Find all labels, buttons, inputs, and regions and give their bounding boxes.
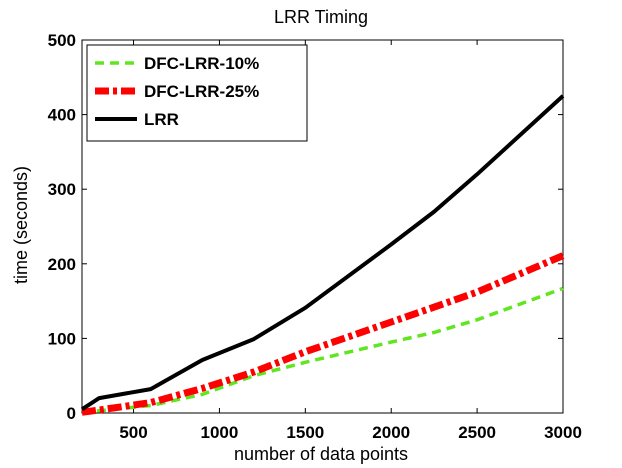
chart-title: LRR Timing <box>274 7 368 27</box>
x-tick-label: 1000 <box>201 423 239 442</box>
series-line-2 <box>81 252 565 416</box>
plot-frame <box>81 39 564 414</box>
y-tick-label: 500 <box>48 31 76 50</box>
y-tick-label: 300 <box>48 180 76 199</box>
y-tick-label: 200 <box>48 255 76 274</box>
x-axis-label: number of data points <box>234 444 408 464</box>
x-tick-label: 3000 <box>544 423 582 442</box>
x-tick-label: 2500 <box>458 423 496 442</box>
y-tick-label: 100 <box>48 329 76 348</box>
x-tick-label: 2000 <box>372 423 410 442</box>
legend: DFC-LRR-10% DFC-LRR-25% LRR <box>86 44 308 142</box>
y-tick-label: 0 <box>67 404 76 423</box>
y-tick-label: 400 <box>48 106 76 125</box>
legend-label-2: DFC-LRR-25% <box>144 82 259 101</box>
x-tick-label: 1500 <box>286 423 324 442</box>
series-layer <box>80 94 565 416</box>
plot-area: 500 1000 1500 2000 2500 3000 0 100 200 300 400 500 <box>48 31 582 442</box>
x-tick-label: 500 <box>119 423 147 442</box>
series-line-3 <box>80 94 565 411</box>
legend-label-1: DFC-LRR-10% <box>144 54 259 73</box>
legend-label-3: LRR <box>144 110 179 129</box>
y-axis-label: time (seconds) <box>11 166 31 284</box>
series-line-1 <box>81 286 564 415</box>
